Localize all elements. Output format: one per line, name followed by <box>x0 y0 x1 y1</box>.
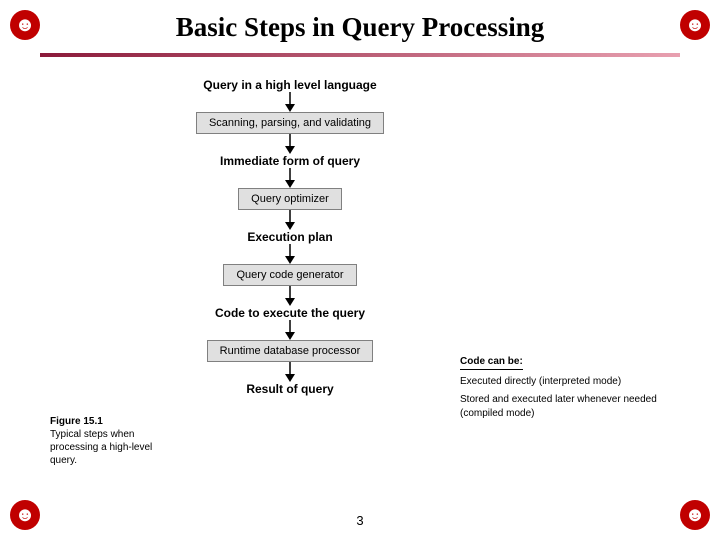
corner-icon-bl: ☻ <box>10 500 40 530</box>
page-title: Basic Steps in Query Processing <box>0 0 720 43</box>
page-number: 3 <box>356 513 363 528</box>
flow-arrow <box>283 134 297 154</box>
corner-glyph: ☻ <box>684 504 705 527</box>
title-underline <box>40 53 680 57</box>
flowchart: Query in a high level language Scanning,… <box>175 78 405 396</box>
flow-label: Result of query <box>246 382 333 396</box>
corner-icon-br: ☻ <box>680 500 710 530</box>
side-note: Code can be: Executed directly (interpre… <box>460 355 670 420</box>
flow-arrow <box>283 92 297 112</box>
side-note-line2: Stored and executed later whenever neede… <box>460 393 670 420</box>
flow-label: Execution plan <box>247 230 332 244</box>
figure-number: Figure 15.1 <box>50 416 103 427</box>
corner-glyph: ☻ <box>14 504 35 527</box>
figure-caption: Figure 15.1 Typical steps when processin… <box>50 415 175 467</box>
flow-box: Scanning, parsing, and validating <box>196 112 384 134</box>
flow-arrow <box>283 168 297 188</box>
side-note-line1: Executed directly (interpreted mode) <box>460 375 670 389</box>
flow-arrow <box>283 210 297 230</box>
figure-text: Typical steps when processing a high-lev… <box>50 429 152 466</box>
corner-glyph: ☻ <box>14 14 35 37</box>
flow-arrow <box>283 286 297 306</box>
side-note-heading: Code can be: <box>460 355 523 370</box>
flow-box: Query optimizer <box>238 188 342 210</box>
flow-label: Query in a high level language <box>203 78 376 92</box>
corner-icon-tl: ☻ <box>10 10 40 40</box>
flow-arrow <box>283 320 297 340</box>
flow-box: Query code generator <box>223 264 356 286</box>
flow-box: Runtime database processor <box>207 340 374 362</box>
corner-glyph: ☻ <box>684 14 705 37</box>
flow-arrow <box>283 244 297 264</box>
flow-label: Immediate form of query <box>220 154 360 168</box>
corner-icon-tr: ☻ <box>680 10 710 40</box>
flow-label: Code to execute the query <box>215 306 365 320</box>
flow-arrow <box>283 362 297 382</box>
